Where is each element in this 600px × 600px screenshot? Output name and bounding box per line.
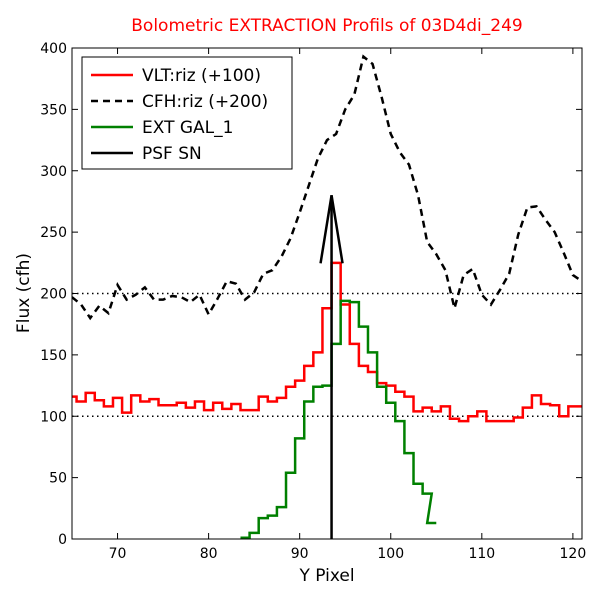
x-axis-label: Y Pixel <box>298 566 354 586</box>
x-tick-label-70: 70 <box>109 546 127 562</box>
y-tick-label-200: 200 <box>40 287 67 303</box>
plot-area: 70 80 90 100 110 120 0 50 100 150 200 250 300 350 400 <box>40 41 586 562</box>
y-axis-label: Flux (cfh) <box>14 253 34 333</box>
legend-label-ext: EXT GAL_1 <box>142 118 233 138</box>
legend-label-psf: PSF SN <box>142 144 202 164</box>
series-line-cfh-riz-200 <box>72 54 582 321</box>
x-tick-label-120: 120 <box>560 546 587 562</box>
y-tick-label-300: 300 <box>40 164 67 180</box>
y-tick-label-0: 0 <box>58 532 67 548</box>
data-layer <box>72 54 582 539</box>
y-tick-label-50: 50 <box>49 471 67 487</box>
series-line-vlt-riz-100 <box>72 261 582 423</box>
legend-label-vlt: VLT:riz (+100) <box>142 66 261 86</box>
x-tick-label-110: 110 <box>468 546 495 562</box>
y-tick-label-350: 350 <box>40 102 67 118</box>
legend-label-cfh: CFH:riz (+200) <box>142 92 268 112</box>
x-tick-label-80: 80 <box>200 546 218 562</box>
y-tick-label-400: 400 <box>40 41 67 57</box>
x-tick-label-90: 90 <box>291 546 309 562</box>
x-tick-label-100: 100 <box>377 546 404 562</box>
y-tick-label-150: 150 <box>40 348 67 364</box>
series-line-ext-gal-1 <box>240 299 437 539</box>
psf-arrow-head <box>319 195 344 264</box>
y-tick-label-250: 250 <box>40 225 67 241</box>
chart-title: Bolometric EXTRACTION Profils of 03D4di_… <box>131 16 522 36</box>
y-tick-label-100: 100 <box>40 409 67 425</box>
legend: VLT:riz (+100) CFH:riz (+200) EXT GAL_1 … <box>81 56 293 170</box>
